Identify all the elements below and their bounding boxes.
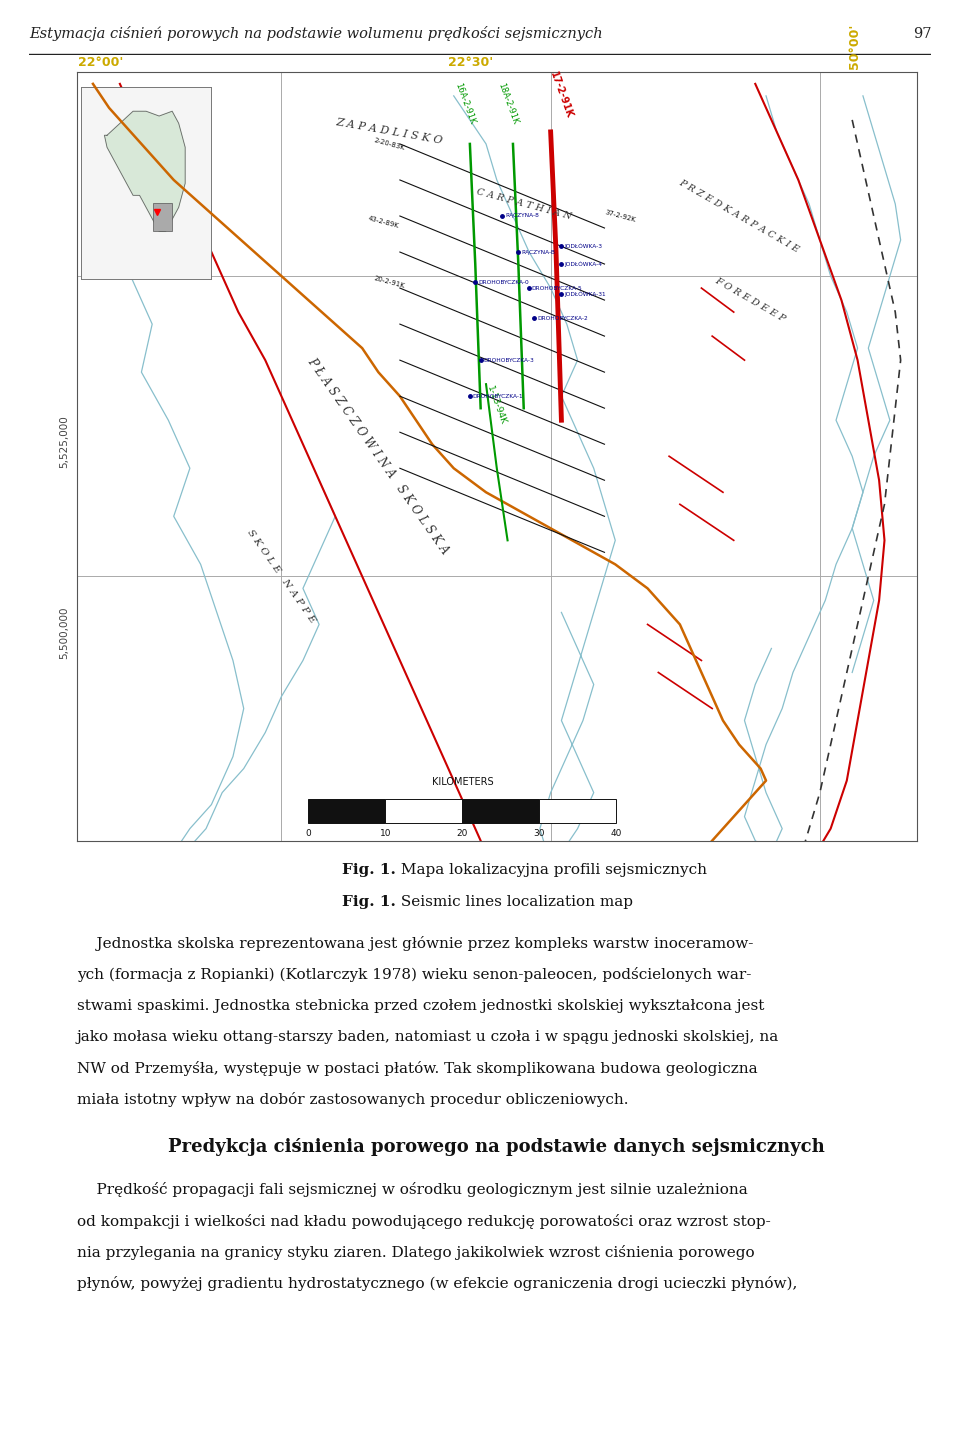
Text: 0: 0 <box>305 829 311 838</box>
Bar <box>385 799 463 822</box>
Text: 1-13-94K: 1-13-94K <box>486 384 508 425</box>
Text: Mapa lokalizacyjna profili sejsmicznych: Mapa lokalizacyjna profili sejsmicznych <box>396 862 707 877</box>
Bar <box>463 799 540 822</box>
Text: 22°30': 22°30' <box>447 56 493 69</box>
Text: F O R E D E E P: F O R E D E E P <box>713 276 786 323</box>
Text: miała istotny wpływ na dobór zastosowanych procedur obliczeniowych.: miała istotny wpływ na dobór zastosowany… <box>77 1092 628 1108</box>
Text: JODŁÓWKA-4: JODŁÓWKA-4 <box>564 262 602 267</box>
Text: Jednostka skolska reprezentowana jest głównie przez kompleks warstw inoceramow-: Jednostka skolska reprezentowana jest gł… <box>77 937 754 951</box>
Text: 5,500,000: 5,500,000 <box>60 606 69 658</box>
Text: JODŁÓWKA-3: JODŁÓWKA-3 <box>564 243 602 249</box>
Text: 16A-2-91K: 16A-2-91K <box>453 82 476 126</box>
Text: 97: 97 <box>913 27 931 40</box>
Text: DROHOBYCZKA-1: DROHOBYCZKA-1 <box>472 394 523 398</box>
Text: DROHOBYCZKA-0: DROHOBYCZKA-0 <box>478 280 529 285</box>
Text: 18A-2-91K: 18A-2-91K <box>496 82 519 126</box>
Bar <box>308 799 385 822</box>
Text: jako mołasa wieku ottang-starszy baden, natomiast u czoła i w spągu jednoski sko: jako mołasa wieku ottang-starszy baden, … <box>77 1030 780 1043</box>
Text: 40: 40 <box>611 829 622 838</box>
Text: DROHOBYCZKA-3: DROHOBYCZKA-3 <box>483 358 534 362</box>
Text: P Ł A S Z C Z O W I N A   S K O L S K A: P Ł A S Z C Z O W I N A S K O L S K A <box>305 355 451 558</box>
Text: DROHOBYCZKA-5: DROHOBYCZKA-5 <box>532 286 583 290</box>
Text: 5,525,000: 5,525,000 <box>60 415 69 467</box>
Text: P R Z E D K A R P A C K I E: P R Z E D K A R P A C K I E <box>678 178 801 254</box>
Text: 30: 30 <box>534 829 545 838</box>
Text: Estymacja ciśnień porowych na podstawie wolumenu prędkości sejsmicznych: Estymacja ciśnień porowych na podstawie … <box>29 26 603 42</box>
Text: DROHOBYCZKA-2: DROHOBYCZKA-2 <box>538 316 588 320</box>
Text: JODŁÓWKA-31: JODŁÓWKA-31 <box>564 292 606 297</box>
Text: KILOMETERS: KILOMETERS <box>432 776 493 786</box>
Text: 22°00': 22°00' <box>78 56 124 69</box>
Text: C A R P A T H I A N: C A R P A T H I A N <box>475 187 572 221</box>
Text: ych (formacja z Ropianki) (Kotlarczyk 1978) wieku senon-paleocen, podścielonych : ych (formacja z Ropianki) (Kotlarczyk 19… <box>77 967 751 983</box>
Text: RĄCZYNA-8: RĄCZYNA-8 <box>505 214 539 218</box>
Text: Fig. 1.: Fig. 1. <box>342 895 396 910</box>
Text: NW od Przemyśła, występuje w postaci płatów. Tak skomplikowana budowa geologiczn: NW od Przemyśła, występuje w postaci pła… <box>77 1061 757 1076</box>
Text: 10: 10 <box>379 829 391 838</box>
Text: płynów, powyżej gradientu hydrostatycznego (w efekcie ograniczenia drogi ucieczk: płynów, powyżej gradientu hydrostatyczne… <box>77 1276 797 1292</box>
Text: 50°00': 50°00' <box>848 24 861 69</box>
Text: 20-2-91K: 20-2-91K <box>373 274 405 289</box>
Bar <box>540 799 616 822</box>
Text: nia przylegania na granicy styku ziaren. Dlatego jakikolwiek wzrost ciśnienia po: nia przylegania na granicy styku ziaren.… <box>77 1244 755 1260</box>
Text: 17-2-91K: 17-2-91K <box>548 70 574 119</box>
Text: 37-2-92K: 37-2-92K <box>605 208 636 223</box>
Text: od kompakcji i wielkości nad kładu powodującego redukcję porowatości oraz wzrost: od kompakcji i wielkości nad kładu powod… <box>77 1214 771 1229</box>
Text: 43-2-89K: 43-2-89K <box>368 216 400 228</box>
Text: 20: 20 <box>457 829 468 838</box>
Text: Fig. 1.: Fig. 1. <box>342 862 396 877</box>
Text: Z A P A D L I S K O: Z A P A D L I S K O <box>335 118 444 147</box>
Text: S K O L E   N A P P E: S K O L E N A P P E <box>246 527 317 625</box>
Text: stwami spaskimi. Jednostka stebnicka przed czołem jednostki skolskiej wykształco: stwami spaskimi. Jednostka stebnicka prz… <box>77 999 764 1013</box>
Text: RĄCZYNA-B: RĄCZYNA-B <box>521 250 555 254</box>
Text: Prędkość propagacji fali sejsmicznej w ośrodku geologicznym jest silnie uzależni: Prędkość propagacji fali sejsmicznej w o… <box>77 1183 748 1197</box>
Text: 2-20-83K: 2-20-83K <box>373 137 405 151</box>
Text: Predykcja ciśnienia porowego na podstawie danych sejsmicznych: Predykcja ciśnienia porowego na podstawi… <box>168 1138 826 1157</box>
Text: Seismic lines localization map: Seismic lines localization map <box>396 895 633 910</box>
